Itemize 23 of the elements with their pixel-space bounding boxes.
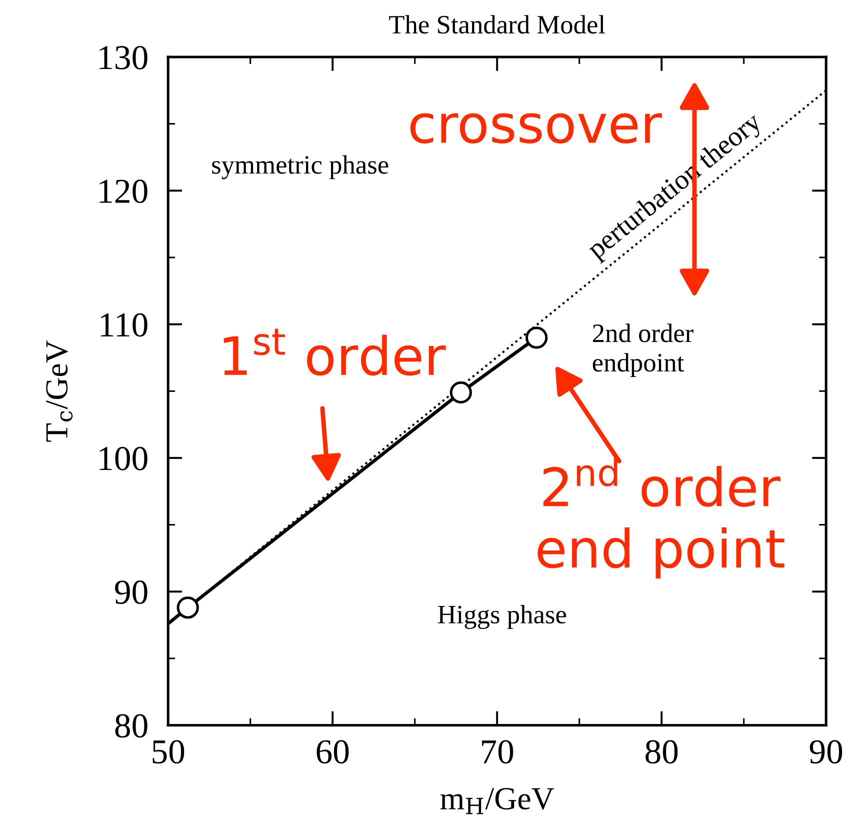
annotation: 2nd order endpoint [592, 324, 694, 378]
annotation: 1$^{st}$ order [224, 328, 446, 376]
point [176, 596, 199, 619]
x-tick-label: 50 [152, 740, 184, 764]
chart-title: The Standard Model [389, 15, 606, 34]
annotation: symmetric phase [212, 155, 388, 180]
y-axis-title: T$_{c}$/GeV [46, 340, 73, 442]
y-tick-label: 80 [115, 714, 148, 738]
point [450, 381, 472, 404]
point [525, 326, 548, 349]
annotation: Higgs phase [438, 604, 566, 629]
x-tick-label: 60 [316, 740, 349, 764]
x-tick-label: 90 [810, 740, 842, 764]
y-tick-label: 120 [100, 180, 148, 204]
x-tick-label: 80 [646, 740, 678, 764]
x-axis-title: m$_{H}$/GeV [440, 788, 554, 814]
annotation: 2$^{nd}$ order end point [538, 458, 784, 578]
y-tick-label: 90 [115, 580, 148, 604]
y-tick-label: 130 [100, 46, 148, 70]
annotation: crossover [410, 113, 662, 144]
x-tick-label: 70 [482, 740, 514, 764]
y-tick-label: 100 [100, 446, 148, 470]
y-tick-label: 110 [100, 313, 148, 337]
